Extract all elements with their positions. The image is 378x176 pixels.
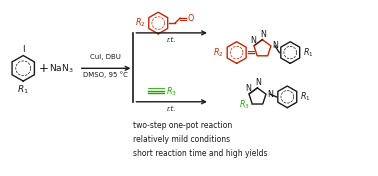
Text: $R_3$: $R_3$ bbox=[239, 99, 249, 111]
Text: DMSO, 95 °C: DMSO, 95 °C bbox=[83, 71, 128, 78]
Text: $R_2$: $R_2$ bbox=[135, 17, 145, 29]
Text: $R_1$: $R_1$ bbox=[300, 91, 311, 103]
Text: $R_3$: $R_3$ bbox=[166, 86, 177, 98]
Text: I: I bbox=[22, 45, 25, 54]
Text: O: O bbox=[187, 14, 194, 23]
Text: N: N bbox=[272, 41, 278, 50]
Text: N: N bbox=[267, 90, 273, 99]
Text: N: N bbox=[256, 78, 262, 87]
Text: r.t.: r.t. bbox=[166, 106, 176, 112]
Text: +: + bbox=[39, 62, 49, 75]
Text: short reaction time and high yields: short reaction time and high yields bbox=[133, 149, 268, 158]
Text: $R_2$: $R_2$ bbox=[213, 46, 224, 59]
Text: two-step one-pot reaction: two-step one-pot reaction bbox=[133, 121, 233, 130]
Text: NaN$_3$: NaN$_3$ bbox=[49, 62, 73, 75]
Text: $R_1$: $R_1$ bbox=[303, 46, 314, 59]
Text: N: N bbox=[250, 36, 256, 45]
Text: relatively mild conditions: relatively mild conditions bbox=[133, 135, 231, 144]
Text: CuI, DBU: CuI, DBU bbox=[90, 54, 121, 60]
Text: $R_1$: $R_1$ bbox=[17, 83, 29, 96]
Text: N: N bbox=[245, 84, 251, 93]
Text: r.t.: r.t. bbox=[166, 37, 176, 43]
Text: N: N bbox=[260, 30, 266, 39]
